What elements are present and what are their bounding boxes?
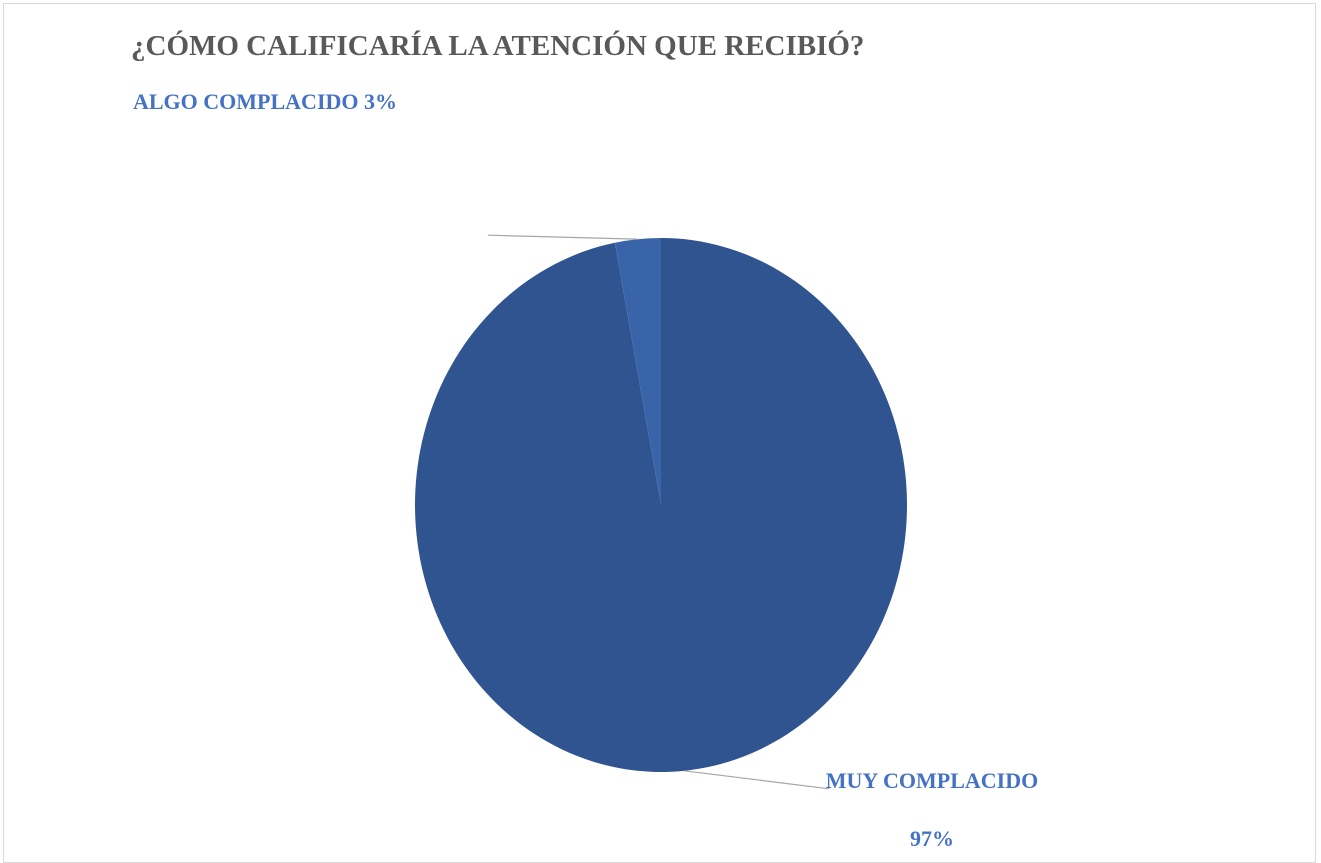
data-label-algo-complacido: ALGO COMPLACIDO 3% [133,89,397,114]
data-label-muy-complacido-name: MUY COMPLACIDO [826,768,1038,793]
pie-slice-algo-complacido [614,238,661,505]
chart-title: ¿CÓMO CALIFICARÍA LA ATENCIÓN QUE RECIBI… [131,30,865,62]
pie-slice-muy-complacido [414,238,907,772]
leader-line-algo-complacido [487,234,638,240]
leader-line-muy-complacido [684,770,830,790]
data-label-muy-complacido-value: 97% [910,826,954,851]
